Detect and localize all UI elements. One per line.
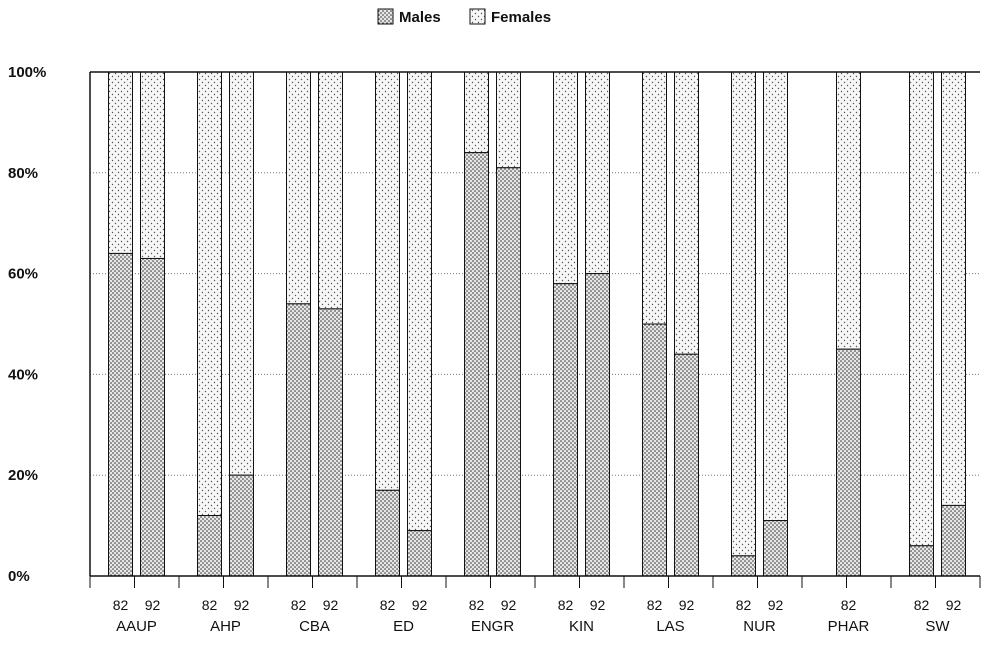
year-label: 82 (914, 597, 930, 613)
bar-males (642, 323, 667, 577)
year-label: 82 (380, 597, 396, 613)
bar-males (674, 353, 699, 577)
category-label: SW (925, 618, 950, 635)
category-label: ENGR (471, 618, 515, 635)
gridlines (90, 172, 980, 476)
bar-males (909, 545, 934, 577)
bar-females (140, 71, 165, 259)
year-label: 92 (323, 597, 339, 613)
bar-males (464, 152, 489, 577)
year-label: 92 (590, 597, 606, 613)
year-label: 82 (113, 597, 129, 613)
legend-label-females: Females (491, 9, 551, 26)
bar-females (464, 71, 489, 154)
year-label: 92 (946, 597, 962, 613)
category-label: AHP (210, 618, 241, 635)
year-label: 92 (501, 597, 517, 613)
category-label: NUR (743, 618, 776, 635)
bar-females (836, 71, 861, 350)
bar-females (197, 71, 222, 517)
legend-swatch-females (469, 8, 486, 25)
bar-females (286, 71, 311, 305)
bar-males (197, 515, 222, 577)
bar-males (731, 555, 756, 577)
bar-males (375, 489, 400, 577)
y-tick-label: 80% (8, 165, 38, 182)
year-label: 82 (736, 597, 752, 613)
y-tick-label: 100% (8, 64, 46, 81)
bar-females (585, 71, 610, 275)
bar-males (229, 474, 254, 577)
bar-males (941, 504, 966, 577)
bar-females (553, 71, 578, 285)
category-label: KIN (569, 618, 594, 635)
bar-males (318, 308, 343, 577)
year-label: 82 (469, 597, 485, 613)
legend: Males Females (377, 8, 551, 26)
bar-females (763, 71, 788, 522)
category-label: CBA (299, 618, 330, 635)
year-label: 92 (412, 597, 428, 613)
bar-males (836, 348, 861, 577)
year-label: 92 (234, 597, 250, 613)
bar-males (763, 520, 788, 577)
bar-males (553, 283, 578, 577)
bar-females (318, 71, 343, 310)
bar-females (909, 71, 934, 547)
year-label: 92 (145, 597, 161, 613)
bar-males (108, 252, 133, 577)
year-label: 92 (679, 597, 695, 613)
category-label: PHAR (828, 618, 870, 635)
year-label: 82 (647, 597, 663, 613)
category-label: ED (393, 618, 414, 635)
category-label: AAUP (116, 618, 157, 635)
category-label: LAS (656, 618, 684, 635)
legend-swatch-males (377, 8, 394, 25)
bar-females (229, 71, 254, 476)
bar-females (674, 71, 699, 355)
y-tick-label: 60% (8, 266, 38, 283)
bar-females (407, 71, 432, 532)
y-tick-label: 20% (8, 467, 38, 484)
bar-females (108, 71, 133, 254)
bar-males (286, 303, 311, 577)
bar-females (375, 71, 400, 491)
year-label: 82 (202, 597, 218, 613)
bar-males (496, 167, 521, 577)
bar-males (407, 530, 432, 577)
year-label: 92 (768, 597, 784, 613)
bars (108, 71, 966, 577)
year-label: 82 (558, 597, 574, 613)
bar-males (140, 257, 165, 577)
bar-females (941, 71, 966, 506)
axes (89, 71, 981, 588)
bar-females (496, 71, 521, 169)
y-tick-label: 40% (8, 366, 38, 383)
bar-females (731, 71, 756, 557)
x-axis-labels: 82 92 AAUP 82 92 AHP 82 92 CBA 82 92 ED 82 92 ENGR 82 92… (113, 597, 962, 635)
year-label: 82 (841, 597, 857, 613)
y-tick-label: 0% (8, 568, 30, 585)
y-axis-labels: 0% 20% 40% 60% 80% 100% (8, 64, 46, 585)
bar-males (585, 273, 610, 577)
year-label: 82 (291, 597, 307, 613)
legend-label-males: Males (399, 9, 441, 26)
bar-females (642, 71, 667, 325)
